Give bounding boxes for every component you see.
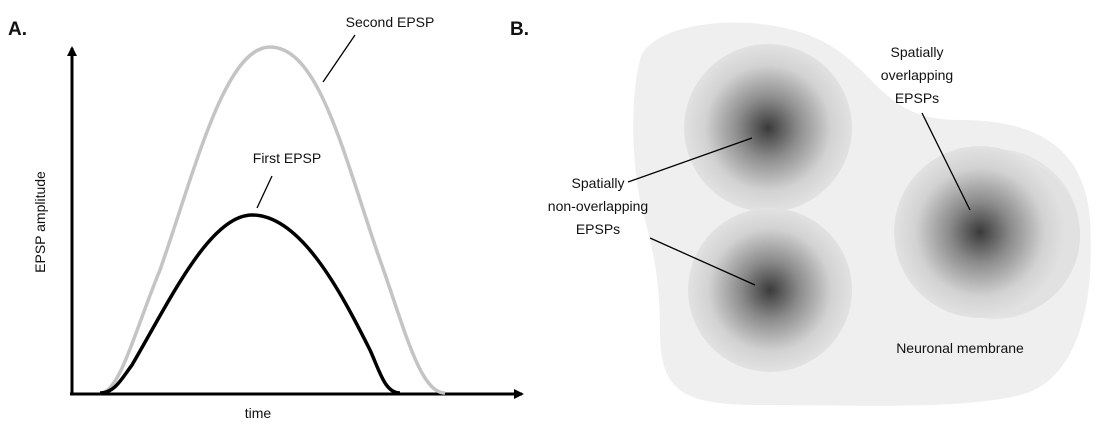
x-axis-label: time (245, 405, 272, 421)
annotation-line: overlapping (881, 67, 953, 83)
epsp-spot (894, 146, 1066, 318)
leader-line (322, 34, 356, 83)
leader-line (649, 237, 756, 286)
panel-label: B. (510, 19, 529, 40)
annotation: Spatially overlapping EPSPs (881, 44, 953, 106)
annotation-line: Spatially (572, 175, 625, 191)
leader-line (627, 137, 753, 183)
epsp-spot (684, 44, 852, 212)
annotation: Spatially non-overlapping EPSPs (548, 175, 648, 237)
second-epsp-curve (99, 45, 446, 395)
y-axis-label: EPSP amplitude (32, 171, 48, 273)
annotation-line: non-overlapping (548, 198, 648, 214)
membrane-label: Neuronal membrane (896, 340, 1024, 356)
first-epsp-curve (99, 213, 401, 395)
leader-line (256, 175, 273, 209)
annotation-line: EPSPs (576, 221, 620, 237)
annotation-line: Spatially (891, 44, 944, 60)
curve-label: Second EPSP (346, 14, 435, 30)
curve-label: First EPSP (253, 150, 321, 166)
epsp-spot (688, 208, 852, 372)
panel-label: A. (8, 19, 27, 40)
annotation-line: EPSPs (895, 90, 939, 106)
leader-line (921, 112, 971, 211)
